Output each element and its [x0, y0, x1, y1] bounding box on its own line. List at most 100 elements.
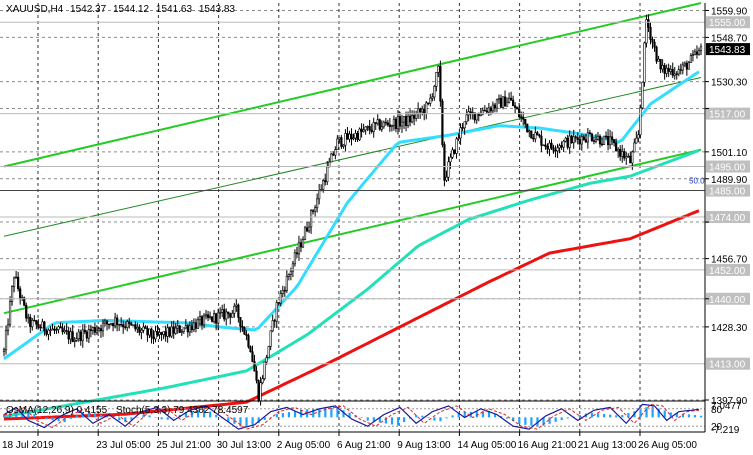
- osma-bar: [312, 408, 315, 418]
- candle-body: [235, 304, 238, 307]
- candle-body: [312, 210, 315, 212]
- candle-body: [99, 328, 103, 332]
- candle-body: [560, 145, 563, 148]
- osma-bar: [651, 406, 654, 418]
- candle-body: [402, 116, 406, 123]
- candle-body: [526, 123, 529, 133]
- candle-body: [188, 325, 191, 333]
- osma-bar: [318, 408, 321, 418]
- level-label: 1555.00: [709, 18, 746, 29]
- candle-body: [219, 312, 222, 314]
- candle-body: [404, 116, 408, 126]
- candle-body: [281, 290, 284, 294]
- candle-body: [160, 332, 163, 335]
- candle-body: [229, 313, 232, 318]
- candle-body: [633, 142, 636, 153]
- osma-bar: [639, 409, 642, 418]
- candle-body: [481, 109, 484, 115]
- open-value: 1542.37: [70, 4, 107, 15]
- osma-bar: [669, 412, 672, 418]
- candle-body: [330, 153, 333, 163]
- osma-bar: [451, 415, 454, 418]
- candle-body: [344, 133, 347, 146]
- candle-body: [540, 135, 543, 146]
- candle-body: [479, 113, 482, 116]
- osma-bar: [645, 407, 648, 418]
- osma-bar: [475, 411, 478, 418]
- candle-body: [251, 351, 254, 362]
- candle-body: [13, 277, 16, 287]
- osma-bar: [227, 417, 230, 422]
- candle-body: [485, 110, 488, 113]
- x-tick-label: 18 Jul 2019: [2, 440, 54, 451]
- candle-body: [378, 119, 381, 130]
- candle-body: [685, 62, 688, 70]
- trend-channel-lines: [3, 2, 702, 315]
- osma-bar: [518, 417, 521, 424]
- candle-body: [566, 137, 569, 148]
- axis-labels: 1555.00 1517.00 1495.00 1485.00 1474.00 1452.…: [2, 6, 750, 451]
- candle-body: [619, 149, 622, 157]
- candle-body: [380, 126, 383, 130]
- candle-body: [657, 58, 660, 62]
- candle-body: [150, 328, 153, 338]
- candle-body: [600, 143, 604, 146]
- candle-body: [55, 329, 58, 331]
- osma-bar: [106, 416, 109, 418]
- candle-body: [372, 122, 375, 132]
- level-label: 1440.00: [709, 295, 746, 306]
- x-tick-label: 26 Aug 05:00: [638, 440, 697, 451]
- candle-body: [520, 116, 523, 118]
- candle-body: [43, 321, 46, 332]
- osma-bar: [342, 410, 345, 418]
- candle-body: [180, 331, 183, 333]
- candle-body: [528, 130, 531, 133]
- candle-body: [406, 115, 410, 126]
- candle-body: [578, 139, 581, 145]
- candle-body: [101, 322, 105, 332]
- candle-body: [81, 329, 84, 341]
- close-value: 1543.83: [199, 4, 236, 15]
- candle-body: [568, 135, 571, 148]
- candle-body: [293, 252, 297, 265]
- indicator-header: OsMA(12,26,9) 0.4155 Stoch(5,3,3) 79.430…: [6, 405, 249, 416]
- candle-body: [122, 324, 125, 328]
- candle-body: [631, 151, 634, 164]
- candle-body: [544, 144, 547, 147]
- candle-body: [31, 319, 34, 328]
- osma-bar: [548, 417, 551, 424]
- candle-body: [505, 101, 509, 107]
- candle-body: [390, 125, 393, 127]
- osma-bar: [693, 415, 697, 418]
- candle-body: [29, 316, 32, 328]
- candle-body: [253, 361, 256, 372]
- level-label-bg: [706, 184, 750, 197]
- candle-body: [190, 325, 193, 331]
- level-label: 1485.00: [709, 187, 746, 198]
- candle-body: [241, 326, 244, 328]
- osma-bar: [3, 414, 6, 418]
- candle-body: [514, 105, 517, 108]
- osma-bar: [675, 413, 678, 418]
- candle-body: [154, 331, 157, 340]
- osma-bar: [372, 417, 375, 422]
- candle-body: [453, 149, 456, 154]
- osma-bar: [487, 410, 491, 418]
- candle-body: [83, 329, 86, 333]
- osma-bar: [657, 408, 660, 418]
- osma-bar: [542, 417, 545, 426]
- candle-body: [114, 317, 117, 327]
- candle-body: [239, 317, 242, 327]
- y-tick-label: 1397.90: [711, 396, 748, 407]
- candle-body: [225, 311, 228, 320]
- level-label-bg: [706, 160, 750, 173]
- candle-body: [10, 286, 14, 302]
- candle-body: [103, 320, 107, 324]
- candle-body: [400, 121, 404, 127]
- osma-bar: [427, 417, 430, 419]
- osma-bar: [57, 417, 60, 422]
- support-resistance-levels: [0, 21, 705, 365]
- candle-body: [39, 326, 42, 329]
- osma-bar: [275, 414, 278, 418]
